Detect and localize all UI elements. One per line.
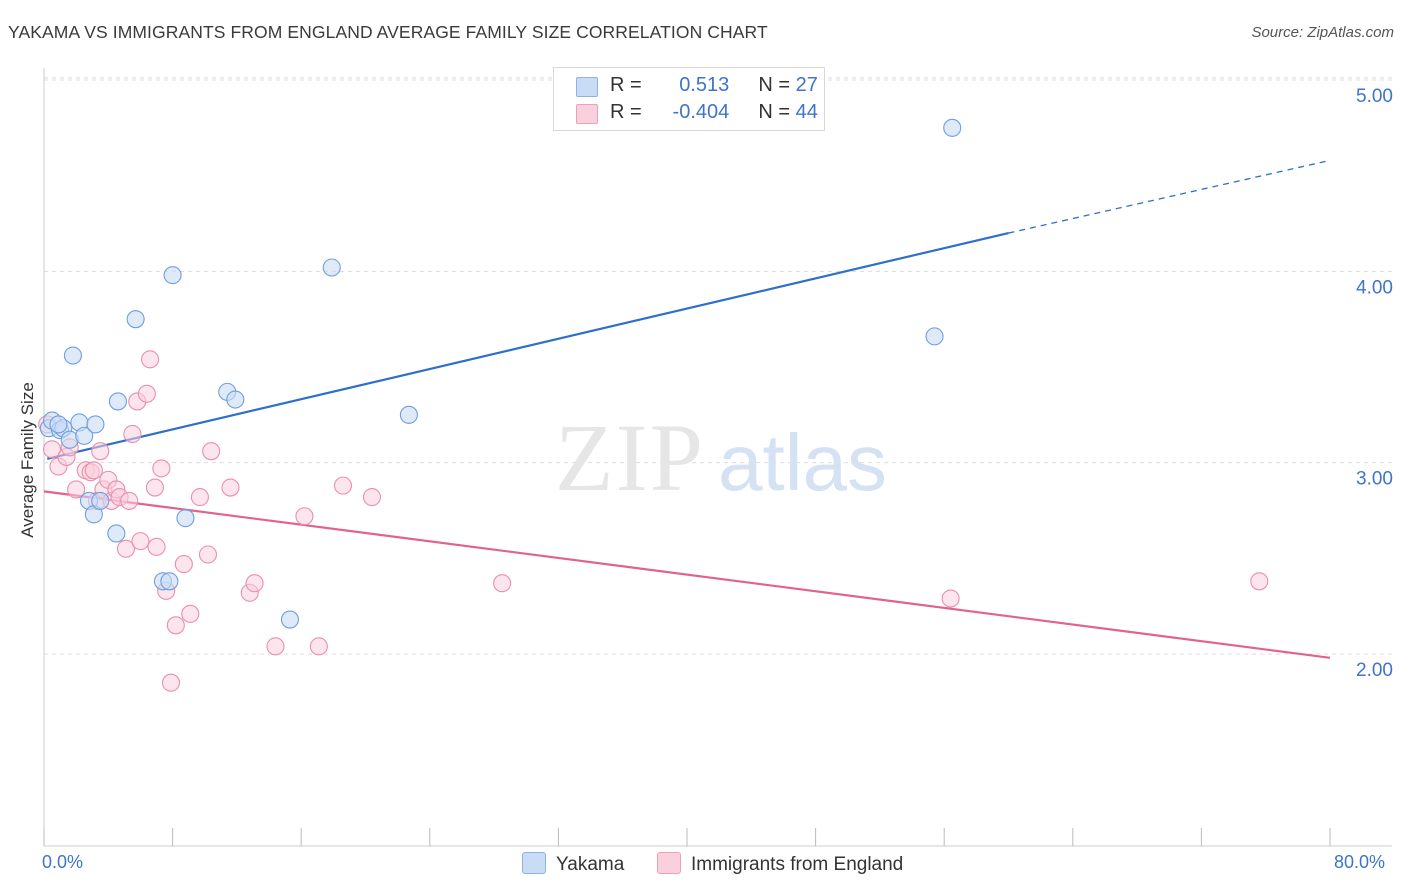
y-tick-labels: 2.00 3.00 4.00 5.00 xyxy=(1356,86,1393,681)
legend-swatch-yakama xyxy=(576,77,598,97)
england-point-17 xyxy=(120,491,139,510)
yakama-point-25 xyxy=(943,118,962,137)
yakama-point-17 xyxy=(163,266,182,285)
yakama-point-24 xyxy=(925,327,944,346)
yakama-point-16 xyxy=(160,572,179,591)
yakama-point-18 xyxy=(176,509,195,528)
watermark-atlas: atlas xyxy=(718,418,887,507)
england-point-29 xyxy=(174,555,193,574)
england-point-44 xyxy=(1250,572,1269,591)
chart-title: YAKAMA VS IMMIGRANTS FROM ENGLAND AVERAG… xyxy=(8,22,768,42)
england-point-39 xyxy=(309,637,328,656)
england-point-8 xyxy=(84,461,103,480)
legend-n-label: N = xyxy=(758,101,791,123)
trend-lines xyxy=(43,159,1331,659)
legend-n-value: 44 xyxy=(795,101,818,123)
england-point-40 xyxy=(333,476,353,495)
legend-r-label: R = xyxy=(610,74,642,96)
england-point-33 xyxy=(202,442,221,461)
england-point-25 xyxy=(152,459,171,478)
england-trend-line xyxy=(43,490,1331,659)
yakama-point-21 xyxy=(280,610,299,629)
yakama-points xyxy=(39,118,962,629)
england-point-37 xyxy=(266,637,285,656)
bottom-legend-label-england: Immigrants from England xyxy=(691,854,904,875)
bottom-legend-swatch-england xyxy=(657,852,681,874)
england-point-1 xyxy=(42,440,62,459)
correlation-legend: R = 0.513 N = 27 R = -0.404 N = 44 xyxy=(553,67,825,131)
yakama-point-26 xyxy=(49,415,68,434)
yakama-point-8 xyxy=(86,415,105,434)
y-tick-label-0: 2.00 xyxy=(1356,660,1393,681)
yakama-point-12 xyxy=(107,524,126,543)
y-tick-label-2: 4.00 xyxy=(1356,277,1393,298)
bottom-legend-swatch-yakama xyxy=(522,852,546,874)
england-point-22 xyxy=(141,350,160,369)
england-points xyxy=(38,350,1269,692)
england-point-43 xyxy=(941,589,960,608)
england-point-16 xyxy=(116,539,136,558)
england-point-5 xyxy=(67,480,86,499)
yakama-trend-line xyxy=(46,231,1009,460)
england-point-41 xyxy=(362,488,381,507)
bottom-legend-yakama: Yakama xyxy=(522,852,624,878)
england-point-38 xyxy=(295,507,314,526)
y-tick-label-3: 5.00 xyxy=(1356,86,1393,107)
legend-n-value: 27 xyxy=(795,74,818,96)
axes xyxy=(43,68,1392,847)
watermark: ZIP atlas xyxy=(555,404,887,511)
yakama-point-13 xyxy=(108,392,127,411)
england-point-32 xyxy=(198,545,218,564)
england-point-34 xyxy=(221,478,240,497)
legend-r-value: -0.404 xyxy=(672,101,730,123)
bottom-legend-label-yakama: Yakama xyxy=(556,854,625,875)
england-point-42 xyxy=(493,574,512,593)
yakama-point-7 xyxy=(75,426,94,445)
bottom-legend-england: Immigrants from England xyxy=(657,852,903,878)
england-point-23 xyxy=(145,478,164,497)
england-point-27 xyxy=(161,673,181,692)
yakama-point-22 xyxy=(322,258,341,277)
yakama-point-5 xyxy=(63,346,82,365)
england-point-24 xyxy=(147,537,166,556)
yakama-point-14 xyxy=(126,310,145,329)
legend-r-label: R = xyxy=(610,101,642,123)
england-point-28 xyxy=(166,616,185,635)
yakama-trend-extension xyxy=(1008,159,1331,234)
england-point-36 xyxy=(245,574,264,593)
x-tick-label-max: 80.0% xyxy=(1334,852,1386,872)
england-point-20 xyxy=(131,532,150,551)
england-point-18 xyxy=(123,424,142,444)
source-label: Source: ZipAtlas.com xyxy=(1251,24,1394,41)
england-point-31 xyxy=(190,488,209,507)
england-point-10 xyxy=(91,442,110,461)
yakama-point-11 xyxy=(91,491,110,510)
england-point-30 xyxy=(181,604,200,623)
yakama-point-20 xyxy=(226,390,245,409)
x-tick-label-min: 0.0% xyxy=(42,852,84,872)
england-point-21 xyxy=(137,384,156,403)
y-tick-label-1: 3.00 xyxy=(1356,469,1393,490)
legend-r-value: 0.513 xyxy=(679,74,730,96)
legend-n-label: N = xyxy=(758,74,791,96)
legend-swatch-england xyxy=(576,104,598,124)
grid-lines xyxy=(44,77,1392,655)
watermark-zip: ZIP xyxy=(555,404,705,511)
yakama-point-23 xyxy=(399,405,418,424)
